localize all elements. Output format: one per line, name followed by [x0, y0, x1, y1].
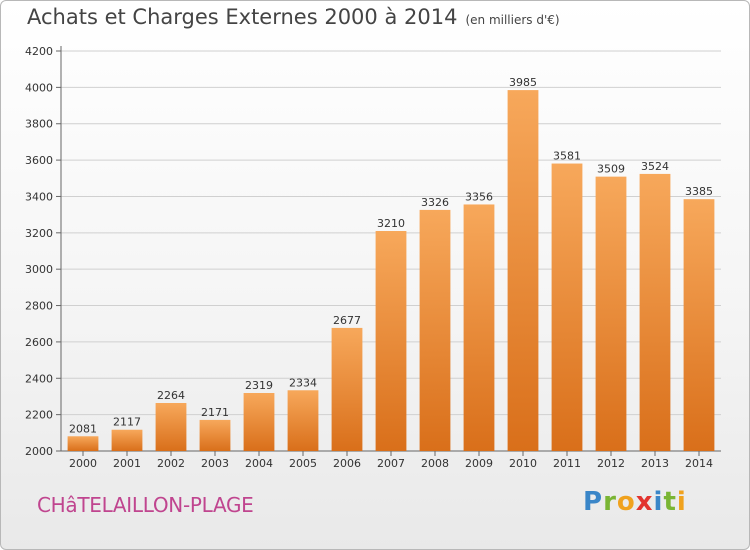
x-tick-label: 2002 [157, 457, 185, 470]
y-tick-label: 2400 [25, 372, 53, 385]
bar-value-label: 2334 [289, 376, 317, 389]
bar-value-label: 3326 [421, 196, 449, 209]
bar-value-label: 2081 [69, 422, 97, 435]
bars [67, 90, 715, 452]
y-tick-label: 3400 [25, 190, 53, 203]
y-tick-label: 2200 [25, 409, 53, 422]
proxiti-logo: Proxiti [583, 487, 687, 517]
x-tick-label: 2000 [69, 457, 97, 470]
x-tick-label: 2004 [245, 457, 273, 470]
x-tick-label: 2006 [333, 457, 361, 470]
chart-subtitle: (en milliers d'€) [465, 13, 560, 27]
bar [595, 176, 627, 452]
bar-value-label: 3385 [685, 185, 713, 198]
x-tick-label: 2009 [465, 457, 493, 470]
bar [155, 403, 187, 451]
labels: 2081 2000 2117 2001 2264 2002 2171 2003 2319 2004… [69, 76, 713, 470]
x-tick-label: 2003 [201, 457, 229, 470]
y-tick-label: 2600 [25, 336, 53, 349]
chart-title-text: Achats et Charges Externes 2000 à 2014 [27, 5, 458, 29]
y-tick-label: 3000 [25, 263, 53, 276]
x-tick-label: 2014 [685, 457, 713, 470]
x-tick-label: 2005 [289, 457, 317, 470]
bar [243, 393, 275, 451]
x-tick-label: 2011 [553, 457, 581, 470]
bar [551, 163, 583, 451]
bar-value-label: 2677 [333, 314, 361, 327]
bar-value-label: 2319 [245, 379, 273, 392]
bar [287, 390, 319, 451]
bar-value-label: 3985 [509, 76, 537, 89]
bar-value-label: 3210 [377, 217, 405, 230]
x-tick-label: 2007 [377, 457, 405, 470]
y-tick-label: 4200 [25, 45, 53, 58]
y-tick-label: 2800 [25, 300, 53, 313]
x-tick-label: 2010 [509, 457, 537, 470]
bar-value-label: 3509 [597, 163, 625, 176]
bar-value-label: 2171 [201, 406, 229, 419]
bar-value-label: 2117 [113, 416, 141, 429]
bar [507, 90, 539, 451]
x-tick-label: 2001 [113, 457, 141, 470]
bar [639, 173, 671, 451]
x-tick-label: 2012 [597, 457, 625, 470]
y-tick-label: 3600 [25, 154, 53, 167]
bar-value-label: 3581 [553, 150, 581, 163]
bar-value-label: 3356 [465, 190, 493, 203]
x-tick-label: 2008 [421, 457, 449, 470]
y-tick-label: 2000 [25, 445, 53, 458]
commune-name: CHâTELAILLON-PLAGE [37, 493, 254, 517]
y-tick-label: 3800 [25, 118, 53, 131]
bar [683, 199, 715, 451]
bar [419, 209, 451, 451]
bar-value-label: 3524 [641, 160, 669, 173]
bar [375, 231, 407, 451]
chart-title: Achats et Charges Externes 2000 à 2014 (e… [27, 5, 560, 29]
bar [111, 429, 143, 451]
y-tick-label: 3200 [25, 227, 53, 240]
x-tick-label: 2013 [641, 457, 669, 470]
bar [331, 327, 363, 451]
bar [463, 204, 495, 451]
y-tick-label: 4000 [25, 81, 53, 94]
bar [199, 419, 231, 451]
bar [67, 436, 99, 451]
bar-value-label: 2264 [157, 389, 185, 402]
